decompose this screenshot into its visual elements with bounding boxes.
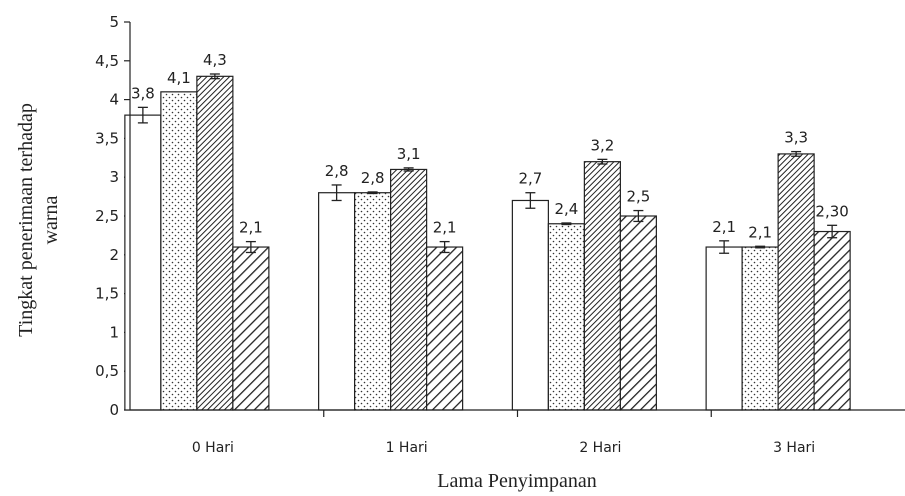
bars-group bbox=[124, 75, 851, 411]
y-axis-title: Tingkat penerimaan terhadap warna bbox=[15, 103, 62, 337]
bar bbox=[583, 161, 621, 411]
bar bbox=[619, 215, 657, 411]
y-tick-label: 2,5 bbox=[95, 207, 119, 225]
data-label: 2,4 bbox=[554, 200, 578, 218]
data-label: 3,3 bbox=[784, 129, 808, 147]
data-label: 3,2 bbox=[590, 136, 614, 154]
bar bbox=[232, 246, 270, 411]
bar bbox=[354, 192, 392, 411]
data-label: 4,1 bbox=[167, 69, 191, 87]
data-label: 4,3 bbox=[203, 51, 227, 69]
data-labels-group: 3,8 4,1 4,3 2,1 2,8 2,8 3,1 2,1 2,7 2,4 3,2 2,5 2,1 2… bbox=[131, 51, 849, 241]
data-label: 2,1 bbox=[748, 223, 772, 241]
data-label: 2,1 bbox=[239, 219, 263, 237]
category-labels: 0 Hari 1 Hari 2 Hari 3 Hari bbox=[192, 440, 815, 456]
axes bbox=[129, 22, 905, 417]
y-tick-label: 3 bbox=[109, 168, 119, 186]
y-tick-label: 5 bbox=[109, 13, 119, 31]
y-tick-label: 4 bbox=[109, 91, 119, 109]
data-label: 2,8 bbox=[361, 169, 385, 187]
y-tick-label: 1,5 bbox=[95, 285, 119, 303]
bar bbox=[511, 199, 549, 411]
data-label: 3,8 bbox=[131, 84, 155, 102]
data-label: 2,1 bbox=[712, 218, 736, 236]
category-label: 0 Hari bbox=[192, 440, 234, 456]
data-label: 2,30 bbox=[815, 202, 848, 220]
category-label: 1 Hari bbox=[386, 440, 428, 456]
data-label: 2,5 bbox=[626, 188, 650, 206]
error-bars-group bbox=[137, 73, 838, 254]
category-label: 2 Hari bbox=[579, 440, 621, 456]
bar bbox=[124, 114, 162, 411]
bar bbox=[777, 153, 815, 411]
data-label: 2,8 bbox=[325, 162, 349, 180]
y-tick-label: 3,5 bbox=[95, 129, 119, 147]
y-tick-label: 2 bbox=[109, 246, 119, 264]
bar bbox=[160, 91, 198, 411]
bar bbox=[547, 223, 585, 411]
bar bbox=[813, 230, 851, 411]
data-label: 2,7 bbox=[518, 170, 542, 188]
y-tick-label: 0 bbox=[109, 401, 119, 419]
y-tick-label: 0,5 bbox=[95, 362, 119, 380]
bar bbox=[318, 192, 356, 411]
bar bbox=[741, 246, 779, 411]
y-tick-label: 1 bbox=[109, 323, 119, 341]
y-tick-label: 4,5 bbox=[95, 52, 119, 70]
category-label: 3 Hari bbox=[773, 440, 815, 456]
bar bbox=[705, 246, 743, 411]
bar bbox=[390, 168, 428, 411]
bar bbox=[426, 246, 464, 411]
y-axis-title-line1: Tingkat penerimaan terhadap bbox=[15, 103, 37, 337]
data-label: 3,1 bbox=[397, 145, 421, 163]
y-axis-title-line2: warna bbox=[40, 195, 62, 244]
bar bbox=[196, 75, 234, 411]
data-label: 2,1 bbox=[433, 219, 457, 237]
x-axis-title: Lama Penyimpanan bbox=[437, 470, 596, 492]
